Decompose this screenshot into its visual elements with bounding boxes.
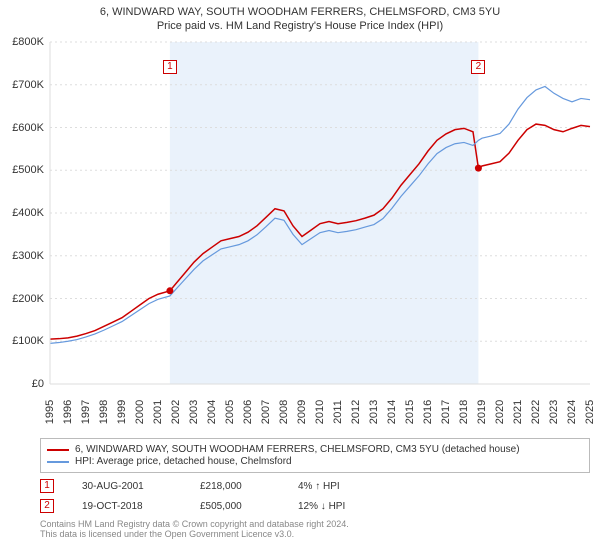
legend-label: 6, WINDWARD WAY, SOUTH WOODHAM FERRERS, … [75, 444, 520, 455]
x-axis-label: 2018 [458, 400, 470, 424]
x-axis-label: 2015 [404, 400, 416, 424]
y-axis-label: £600K [12, 122, 44, 134]
chart-svg [0, 34, 600, 434]
sales-row: 1 30-AUG-2001 £218,000 4% ↑ HPI [40, 479, 590, 493]
x-axis-label: 2006 [242, 400, 254, 424]
legend: 6, WINDWARD WAY, SOUTH WOODHAM FERRERS, … [40, 438, 590, 473]
y-axis-label: £100K [12, 335, 44, 347]
sale-diff: 4% ↑ HPI [298, 481, 340, 492]
sale-marker-box: 2 [40, 499, 54, 513]
legend-swatch [47, 449, 69, 451]
footer-line: Contains HM Land Registry data © Crown c… [40, 519, 590, 529]
chart-marker-box: 2 [471, 60, 485, 74]
chart-marker-box: 1 [163, 60, 177, 74]
y-axis-label: £500K [12, 164, 44, 176]
x-axis-label: 2019 [476, 400, 488, 424]
sale-diff: 12% ↓ HPI [298, 501, 345, 512]
chart-title: 6, WINDWARD WAY, SOUTH WOODHAM FERRERS, … [8, 6, 592, 18]
sale-marker-box: 1 [40, 479, 54, 493]
y-axis-label: £300K [12, 250, 44, 262]
chart-header: 6, WINDWARD WAY, SOUTH WOODHAM FERRERS, … [0, 0, 600, 34]
y-axis-label: £200K [12, 293, 44, 305]
x-axis-label: 2023 [548, 400, 560, 424]
x-axis-label: 2005 [224, 400, 236, 424]
sale-date: 30-AUG-2001 [82, 481, 172, 492]
x-axis-label: 2020 [494, 400, 506, 424]
x-axis-label: 2004 [206, 400, 218, 424]
legend-row: 6, WINDWARD WAY, SOUTH WOODHAM FERRERS, … [47, 444, 583, 455]
sales-row: 2 19-OCT-2018 £505,000 12% ↓ HPI [40, 499, 590, 513]
x-axis-label: 1997 [80, 400, 92, 424]
x-axis-label: 2001 [152, 400, 164, 424]
chart-area: £0 £100K £200K £300K £400K £500K £600K £700K £80… [0, 34, 600, 434]
x-axis-label: 2025 [584, 400, 596, 424]
x-axis-label: 2016 [422, 400, 434, 424]
x-axis-label: 2011 [332, 400, 344, 424]
x-axis-label: 2010 [314, 400, 326, 424]
x-axis-label: 2012 [350, 400, 362, 424]
x-axis-label: 2008 [278, 400, 290, 424]
y-axis-label: £800K [12, 36, 44, 48]
x-axis-label: 2003 [188, 400, 200, 424]
x-axis-label: 1996 [62, 400, 74, 424]
x-axis-label: 1999 [116, 400, 128, 424]
sales-table: 1 30-AUG-2001 £218,000 4% ↑ HPI 2 19-OCT… [40, 479, 590, 513]
x-axis-label: 2017 [440, 400, 452, 424]
sale-price: £218,000 [200, 481, 270, 492]
x-axis-label: 2013 [368, 400, 380, 424]
x-axis-label: 1998 [98, 400, 110, 424]
legend-swatch [47, 461, 69, 463]
footer: Contains HM Land Registry data © Crown c… [40, 519, 590, 539]
x-axis-label: 2022 [530, 400, 542, 424]
sale-price: £505,000 [200, 501, 270, 512]
y-axis-label: £700K [12, 79, 44, 91]
x-axis-label: 2014 [386, 400, 398, 424]
y-axis-label: £400K [12, 207, 44, 219]
x-axis-label: 2021 [512, 400, 524, 424]
x-axis-label: 2000 [134, 400, 146, 424]
x-axis-label: 2007 [260, 400, 272, 424]
y-axis-label: £0 [32, 378, 44, 390]
chart-subtitle: Price paid vs. HM Land Registry's House … [8, 20, 592, 32]
x-axis-label: 2009 [296, 400, 308, 424]
x-axis-label: 1995 [44, 400, 56, 424]
footer-line: This data is licensed under the Open Gov… [40, 529, 590, 539]
sale-date: 19-OCT-2018 [82, 501, 172, 512]
x-axis-label: 2024 [566, 400, 578, 424]
legend-label: HPI: Average price, detached house, Chel… [75, 456, 292, 467]
legend-row: HPI: Average price, detached house, Chel… [47, 456, 583, 467]
x-axis-label: 2002 [170, 400, 182, 424]
